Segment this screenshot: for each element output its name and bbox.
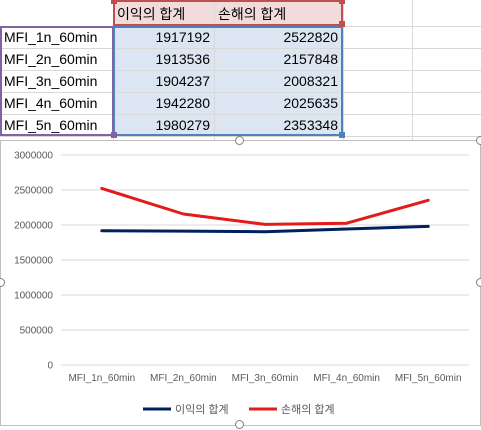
row-label-cell[interactable]: MFI_2n_60min: [0, 48, 113, 70]
profit-value-cell[interactable]: 1904237: [114, 71, 214, 92]
x-tick-label: MFI_3n_60min: [232, 373, 299, 384]
x-tick-label: MFI_4n_60min: [313, 373, 380, 384]
x-tick-label: MFI_1n_60min: [68, 373, 135, 384]
y-tick-label: 500000: [20, 326, 54, 337]
profit-value-cell[interactable]: 1980279: [114, 115, 214, 136]
x-tick-label: MFI_5n_60min: [395, 373, 462, 384]
range-corner-handle[interactable]: [111, 0, 117, 4]
loss-value-cell[interactable]: 2008321: [215, 71, 342, 92]
chart-resize-handle[interactable]: [235, 136, 244, 145]
chart-resize-handle[interactable]: [476, 278, 481, 287]
profit-value-cell[interactable]: 1913536: [114, 49, 214, 70]
row-label-cell[interactable]: MFI_3n_60min: [0, 70, 113, 92]
header-cell-profit[interactable]: 이익의 합계: [114, 2, 214, 26]
legend-label: 이익의 합계: [175, 403, 229, 416]
loss-series-line: [102, 188, 428, 224]
loss-value-cell[interactable]: 2522820: [215, 27, 342, 48]
loss-value-cell[interactable]: 2353348: [215, 115, 342, 136]
range-corner-handle[interactable]: [339, 132, 345, 138]
loss-value-cell[interactable]: 2025635: [215, 93, 342, 114]
y-tick-label: 1000000: [14, 291, 53, 302]
chart-resize-handle[interactable]: [235, 420, 244, 429]
profit-series-line: [102, 226, 428, 231]
y-tick-label: 2000000: [14, 221, 53, 232]
y-tick-label: 2500000: [14, 186, 53, 197]
range-corner-handle[interactable]: [111, 132, 117, 138]
y-tick-label: 0: [47, 361, 53, 372]
legend-label: 손해의 합계: [281, 402, 335, 416]
chart-resize-handle[interactable]: [476, 136, 481, 145]
row-label-cell[interactable]: MFI_5n_60min: [0, 114, 113, 136]
header-cell-loss[interactable]: 손해의 합계: [215, 2, 342, 26]
profit-value-cell[interactable]: 1917192: [114, 27, 214, 48]
line-chart[interactable]: 3000000 2500000 2000000 1500000 1000000 50000…: [0, 140, 481, 426]
row-label-cell[interactable]: MFI_1n_60min: [0, 26, 113, 48]
profit-value-cell[interactable]: 1942280: [114, 93, 214, 114]
y-tick-label: 3000000: [14, 151, 53, 162]
range-corner-handle[interactable]: [339, 0, 345, 4]
y-tick-label: 1500000: [14, 256, 53, 267]
chart-canvas: 3000000 2500000 2000000 1500000 1000000 50000…: [1, 141, 480, 425]
loss-value-cell[interactable]: 2157848: [215, 49, 342, 70]
range-corner-handle[interactable]: [339, 21, 345, 27]
x-tick-label: MFI_2n_60min: [150, 373, 217, 384]
row-label-cell[interactable]: MFI_4n_60min: [0, 92, 113, 114]
